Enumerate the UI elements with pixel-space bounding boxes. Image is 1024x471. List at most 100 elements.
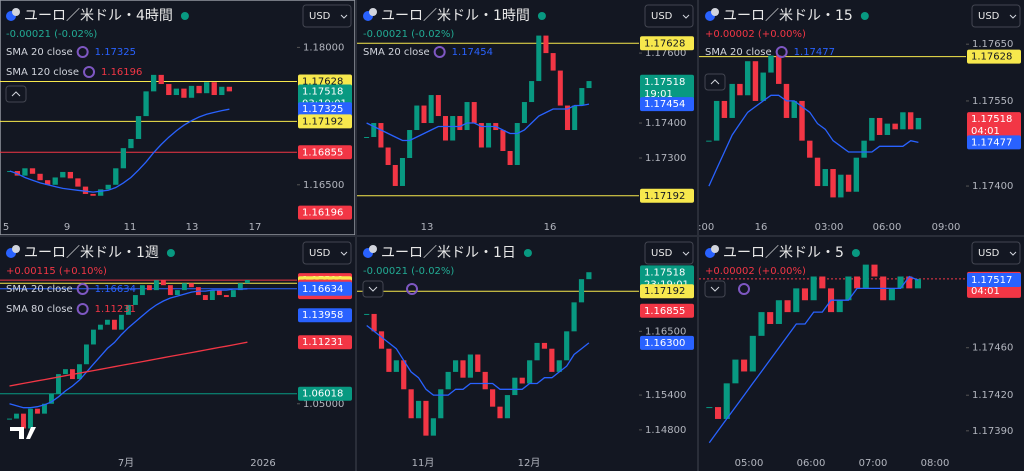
candle xyxy=(445,371,451,390)
candle xyxy=(529,81,535,103)
price-badge xyxy=(640,335,694,350)
collapse-button[interactable] xyxy=(704,73,726,91)
candle xyxy=(475,354,481,372)
candle xyxy=(28,408,33,429)
candle xyxy=(564,331,570,361)
currency-label[interactable]: USD xyxy=(309,248,331,259)
x-tick-label: 06:00 xyxy=(873,222,902,233)
candle xyxy=(435,95,441,117)
price-badge xyxy=(298,145,352,160)
candle xyxy=(42,403,47,414)
y-tick-label: 1.17390 xyxy=(972,426,1013,437)
candle xyxy=(82,186,89,194)
currency-select[interactable] xyxy=(302,241,352,265)
price-badge-label: 1.17628 xyxy=(644,38,685,49)
currency-select[interactable] xyxy=(971,241,1021,265)
candle xyxy=(209,290,215,301)
indicator-value: 1.17477 xyxy=(794,47,835,58)
candle xyxy=(752,61,759,101)
y-tick-label: 1.17600 xyxy=(645,48,686,59)
chevron xyxy=(682,251,690,256)
candle xyxy=(378,123,384,148)
collapse-button[interactable] xyxy=(362,280,384,298)
currency-label[interactable]: USD xyxy=(978,11,1000,22)
candle xyxy=(732,359,739,384)
price-badge-label: 1.17192 xyxy=(644,286,685,297)
candle xyxy=(557,70,563,106)
collapse-button[interactable] xyxy=(704,280,726,298)
candle xyxy=(871,264,878,277)
currency-select[interactable] xyxy=(971,4,1021,28)
candle xyxy=(128,138,134,149)
candle xyxy=(135,116,142,139)
price-badge xyxy=(640,284,694,299)
y-tick-label: 1.17550 xyxy=(972,96,1013,107)
chart-pane: 1.165001.154001.148001.1751823:19:011.17… xyxy=(357,237,697,471)
x-tick-label: 16 xyxy=(755,222,768,233)
candle xyxy=(237,283,243,291)
collapse-icon xyxy=(368,286,378,292)
candle xyxy=(819,276,826,289)
y-tick-label: 1.15400 xyxy=(645,390,686,401)
x-tick-label: 03:00 xyxy=(815,222,844,233)
candle xyxy=(104,319,110,325)
candle xyxy=(845,276,852,301)
candle xyxy=(807,140,813,158)
collapse-button[interactable] xyxy=(5,85,27,103)
chart-title: ユーロ／米ドル・1時間 xyxy=(381,8,530,24)
chart-title: ユーロ／米ドル・15 xyxy=(723,8,853,24)
x-tick-label: 7月 xyxy=(118,457,134,469)
candle xyxy=(230,290,236,298)
candle xyxy=(768,55,774,73)
candle xyxy=(216,290,222,296)
candle xyxy=(56,374,61,394)
candle xyxy=(146,285,152,291)
candle xyxy=(504,395,511,419)
symbol-icon xyxy=(711,8,719,16)
price-badge-label: 1.17628 xyxy=(971,52,1012,63)
candle xyxy=(500,130,506,152)
symbol-icon xyxy=(369,8,377,16)
currency-select[interactable] xyxy=(644,241,694,265)
candle xyxy=(84,344,89,365)
price-badge xyxy=(640,188,694,203)
currency-select[interactable] xyxy=(302,4,352,28)
candle xyxy=(775,300,782,324)
candle xyxy=(153,280,159,291)
candle xyxy=(44,180,51,185)
candle xyxy=(478,123,484,148)
candle xyxy=(401,360,407,390)
candle xyxy=(721,100,728,118)
price-badge xyxy=(640,36,694,51)
x-tick-label: 11月 xyxy=(412,457,435,469)
candle xyxy=(421,105,427,124)
x-tick-label: 5 xyxy=(3,222,9,233)
candle xyxy=(125,304,131,315)
candle xyxy=(541,342,548,349)
indicator-label: SMA 20 close xyxy=(705,47,772,58)
currency-label[interactable]: USD xyxy=(651,248,673,259)
price-badge-label: 1.17477 xyxy=(971,137,1012,148)
pane-bg xyxy=(0,0,355,235)
currency-label[interactable]: USD xyxy=(309,11,331,22)
candle xyxy=(219,86,225,96)
price-badge xyxy=(298,281,352,296)
candle xyxy=(519,377,525,384)
currency-select[interactable] xyxy=(644,4,694,28)
candle xyxy=(744,61,751,96)
price-badge-label: 1.06018 xyxy=(302,389,343,400)
x-tick-label: 06:00 xyxy=(797,458,826,469)
price-badge-label: 1.17192 xyxy=(644,191,685,202)
price-badge-label: 1.11231 xyxy=(302,337,343,348)
candle xyxy=(386,348,392,372)
candle xyxy=(854,276,861,289)
moving-average-line xyxy=(708,94,919,187)
currency-label[interactable]: USD xyxy=(651,11,673,22)
chart-pane: 1.17650 1.17550 1.17400 1.17628 1.1751804:01… xyxy=(699,0,1024,235)
candle xyxy=(791,100,797,118)
chevron xyxy=(340,251,348,256)
price-badge xyxy=(298,205,352,220)
currency-label[interactable]: USD xyxy=(978,248,1000,259)
